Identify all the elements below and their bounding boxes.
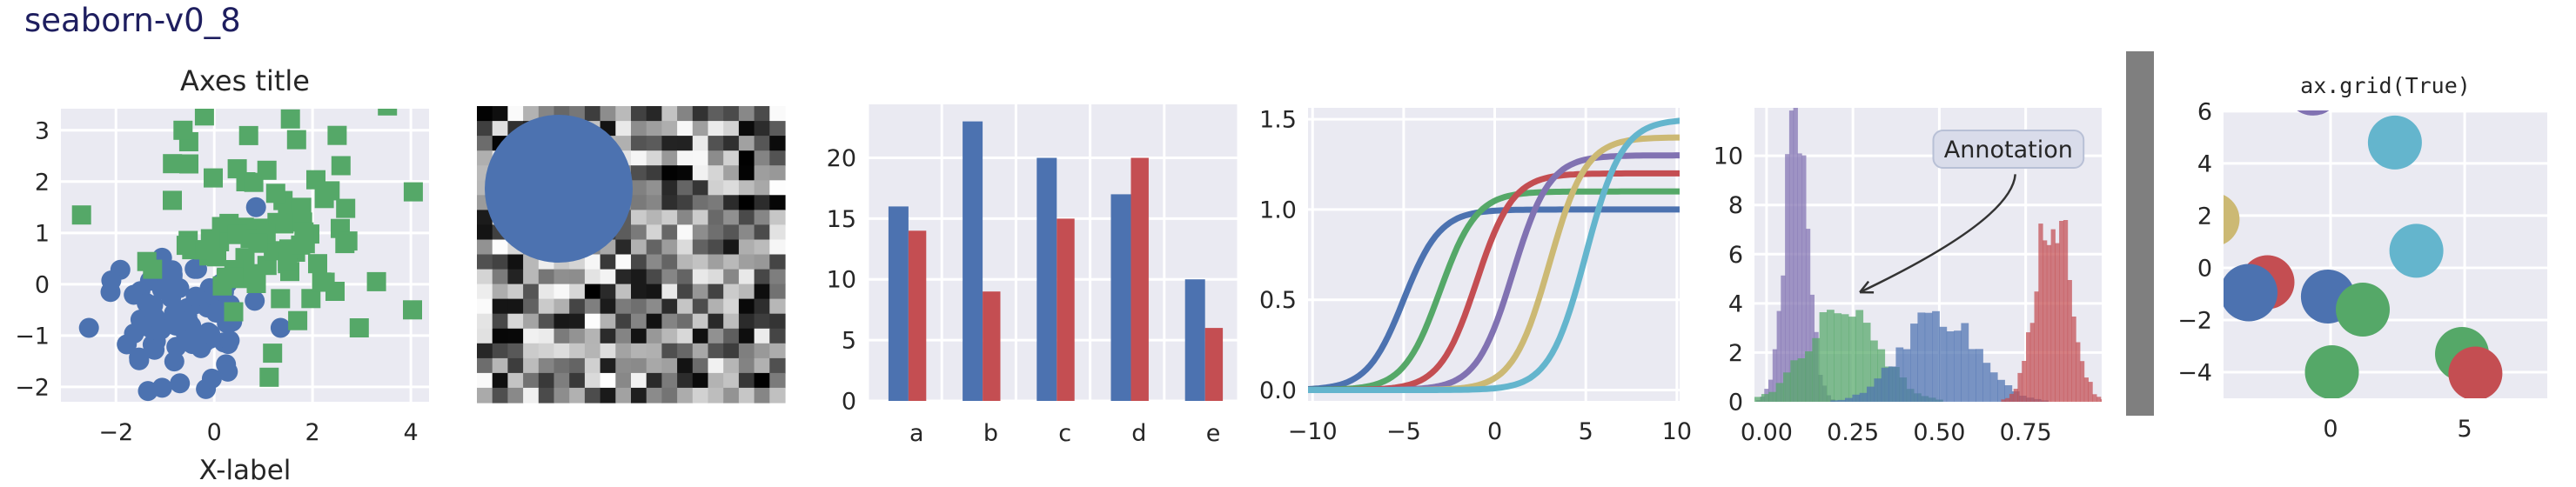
svg-text:10: 10: [827, 267, 856, 294]
svg-text:−1: −1: [15, 323, 50, 350]
svg-text:6: 6: [2197, 98, 2212, 125]
svg-text:4: 4: [2197, 150, 2212, 177]
svg-text:3: 3: [35, 117, 50, 144]
svg-text:0.75: 0.75: [2000, 419, 2052, 446]
svg-text:−4: −4: [2177, 359, 2212, 386]
svg-text:b: b: [983, 420, 998, 447]
svg-text:−2: −2: [15, 374, 50, 401]
svg-text:d: d: [1131, 420, 1146, 447]
chart-grouped-bars: a b c d e 0 5 10 15 20: [827, 104, 1240, 447]
figure-title: seaborn-v0_8: [24, 2, 241, 39]
svg-text:4: 4: [1728, 290, 1743, 317]
svg-text:a: a: [909, 420, 924, 447]
svg-text:−2: −2: [2177, 307, 2212, 334]
svg-text:5: 5: [2457, 416, 2472, 443]
svg-text:6: 6: [1728, 242, 1743, 269]
svg-text:0.0: 0.0: [1259, 377, 1297, 404]
svg-text:2: 2: [305, 419, 320, 446]
svg-text:0: 0: [2323, 416, 2338, 443]
svg-text:0: 0: [1728, 390, 1743, 417]
svg-text:Annotation: Annotation: [1944, 137, 2073, 163]
svg-text:2: 2: [1728, 340, 1743, 367]
svg-text:1: 1: [35, 220, 50, 247]
chart-sigmoid-lines: −10 −5 0 5 10 0.0 0.5 1.0 1.5: [1259, 107, 1692, 445]
chart-overlapping-histograms: Annotation 0.00 0.25 0.50 0.75 0 2 4 6 8 10: [1714, 108, 2102, 446]
svg-text:5: 5: [1579, 418, 1593, 445]
svg-text:5: 5: [842, 328, 856, 355]
svg-text:10: 10: [1714, 143, 1743, 170]
svg-text:0: 0: [1487, 418, 1502, 445]
svg-text:0: 0: [207, 419, 222, 446]
panel-separator: [2126, 51, 2154, 416]
svg-text:0: 0: [842, 389, 856, 416]
svg-text:0.00: 0.00: [1741, 419, 1793, 446]
svg-text:2: 2: [2197, 203, 2212, 230]
svg-text:15: 15: [827, 206, 856, 233]
svg-text:−2: −2: [98, 419, 133, 446]
svg-text:2: 2: [35, 169, 50, 196]
svg-text:0.25: 0.25: [1827, 419, 1879, 446]
svg-text:0.50: 0.50: [1913, 419, 1965, 446]
svg-text:X-label: X-label: [199, 455, 292, 486]
chart-scatter-clusters: −2 0 2 4 −2 −1 0 1 2 3 Axes title X-label: [15, 64, 429, 486]
svg-text:4: 4: [404, 419, 419, 446]
svg-text:0: 0: [2197, 255, 2212, 282]
svg-text:8: 8: [1728, 192, 1743, 219]
svg-text:10: 10: [1662, 418, 1692, 445]
svg-text:0: 0: [35, 271, 50, 298]
svg-text:1.0: 1.0: [1259, 197, 1297, 223]
svg-text:ax.grid(True): ax.grid(True): [2300, 73, 2471, 98]
chart-random-image: [477, 106, 786, 404]
svg-text:20: 20: [827, 145, 856, 172]
chart-bubble-grid: 0 5 −4 −2 0 2 4 6 ax.grid(True): [2177, 73, 2547, 443]
svg-text:e: e: [1206, 420, 1221, 447]
svg-text:−10: −10: [1288, 418, 1338, 445]
svg-text:−5: −5: [1386, 418, 1421, 445]
svg-text:c: c: [1058, 420, 1071, 447]
annotation-callout: Annotation: [1932, 130, 2085, 169]
svg-text:1.5: 1.5: [1259, 107, 1297, 134]
svg-text:Axes title: Axes title: [180, 64, 310, 97]
svg-text:0.5: 0.5: [1259, 287, 1297, 314]
